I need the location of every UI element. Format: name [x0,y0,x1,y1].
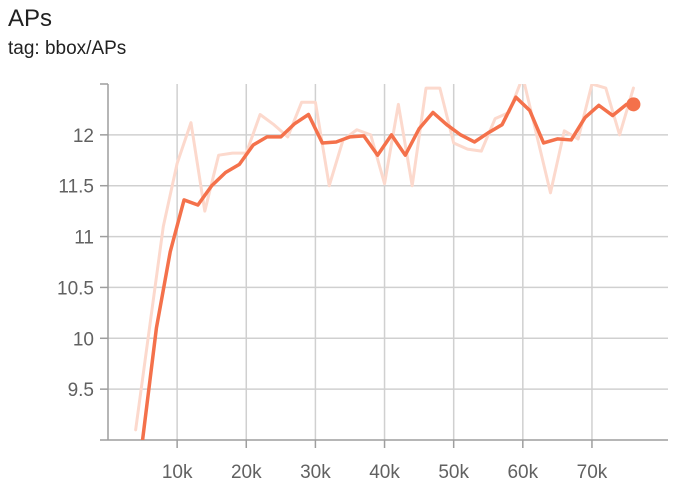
x-tick-label: 20k [231,462,262,483]
x-tick-label: 30k [300,462,331,483]
marker-layer [626,97,641,112]
smoothed-series-line [140,95,629,440]
y-tick-label: 10.5 [57,278,94,299]
chart-title: APs [8,5,53,32]
y-tick-label: 9.5 [68,380,94,401]
y-tick-label: 11 [74,228,94,249]
last-value-marker [626,97,641,112]
y-tick-label: 12 [73,126,94,147]
x-tick-label: 60k [507,462,538,483]
tick-labels: 9.5 10 10.5 11 11.5 12 10k 20k 30k 40k 50k 60k 70k [57,126,608,483]
x-tick-label: 50k [438,462,469,483]
axes [100,83,668,448]
series-layer [134,84,635,440]
y-tick-label: 11.5 [58,177,94,198]
y-tick-label: 10 [73,329,94,350]
x-tick-label: 70k [577,462,608,483]
x-tick-label: 40k [369,462,400,483]
raw-series-line [134,84,635,432]
chart-tag-subtitle: tag: bbox/APs [8,38,127,59]
x-tick-label: 10k [162,462,193,483]
